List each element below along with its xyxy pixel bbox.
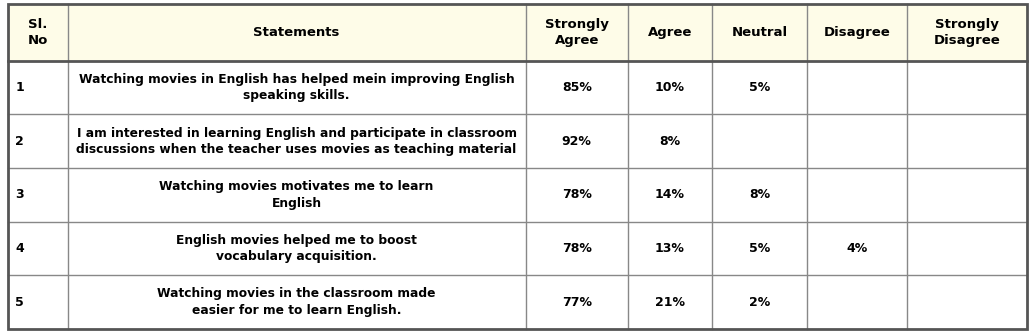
Text: English movies helped me to boost
vocabulary acquisition.: English movies helped me to boost vocabu… [176,234,417,263]
Text: Neutral: Neutral [732,26,788,39]
Text: 92%: 92% [562,135,592,148]
Text: 1: 1 [16,81,24,94]
Text: Statements: Statements [254,26,339,39]
Text: 2: 2 [16,135,24,148]
Text: 10%: 10% [655,81,685,94]
Text: 2%: 2% [748,296,770,309]
Bar [8,4,1027,61]
Bar [8,222,1027,275]
Text: 78%: 78% [562,188,592,201]
Text: 85%: 85% [562,81,592,94]
Text: 8%: 8% [749,188,770,201]
Text: Agree: Agree [648,26,692,39]
Text: 14%: 14% [655,188,685,201]
Text: 8%: 8% [659,135,681,148]
Text: 5: 5 [16,296,24,309]
Text: Strongly
Agree: Strongly Agree [544,18,609,47]
Bar [8,61,1027,115]
Text: 4%: 4% [847,242,867,255]
Bar [8,168,1027,222]
Text: 4: 4 [16,242,24,255]
Text: 21%: 21% [655,296,685,309]
Text: Watching movies motivates me to learn
English: Watching movies motivates me to learn En… [159,180,434,210]
Text: Strongly
Disagree: Strongly Disagree [934,18,1000,47]
Bar [8,115,1027,168]
Text: Sl.
No: Sl. No [28,18,48,47]
Text: Disagree: Disagree [824,26,890,39]
Text: 78%: 78% [562,242,592,255]
Text: Watching movies in the classroom made
easier for me to learn English.: Watching movies in the classroom made ea… [157,287,436,317]
Text: 13%: 13% [655,242,685,255]
Text: 5%: 5% [748,242,770,255]
Text: 3: 3 [16,188,24,201]
Text: I am interested in learning English and participate in classroom
discussions whe: I am interested in learning English and … [77,127,516,156]
Bar [8,275,1027,329]
Text: Watching movies in English has helped mein improving English
speaking skills.: Watching movies in English has helped me… [79,73,514,103]
Text: 5%: 5% [748,81,770,94]
Text: 77%: 77% [562,296,592,309]
